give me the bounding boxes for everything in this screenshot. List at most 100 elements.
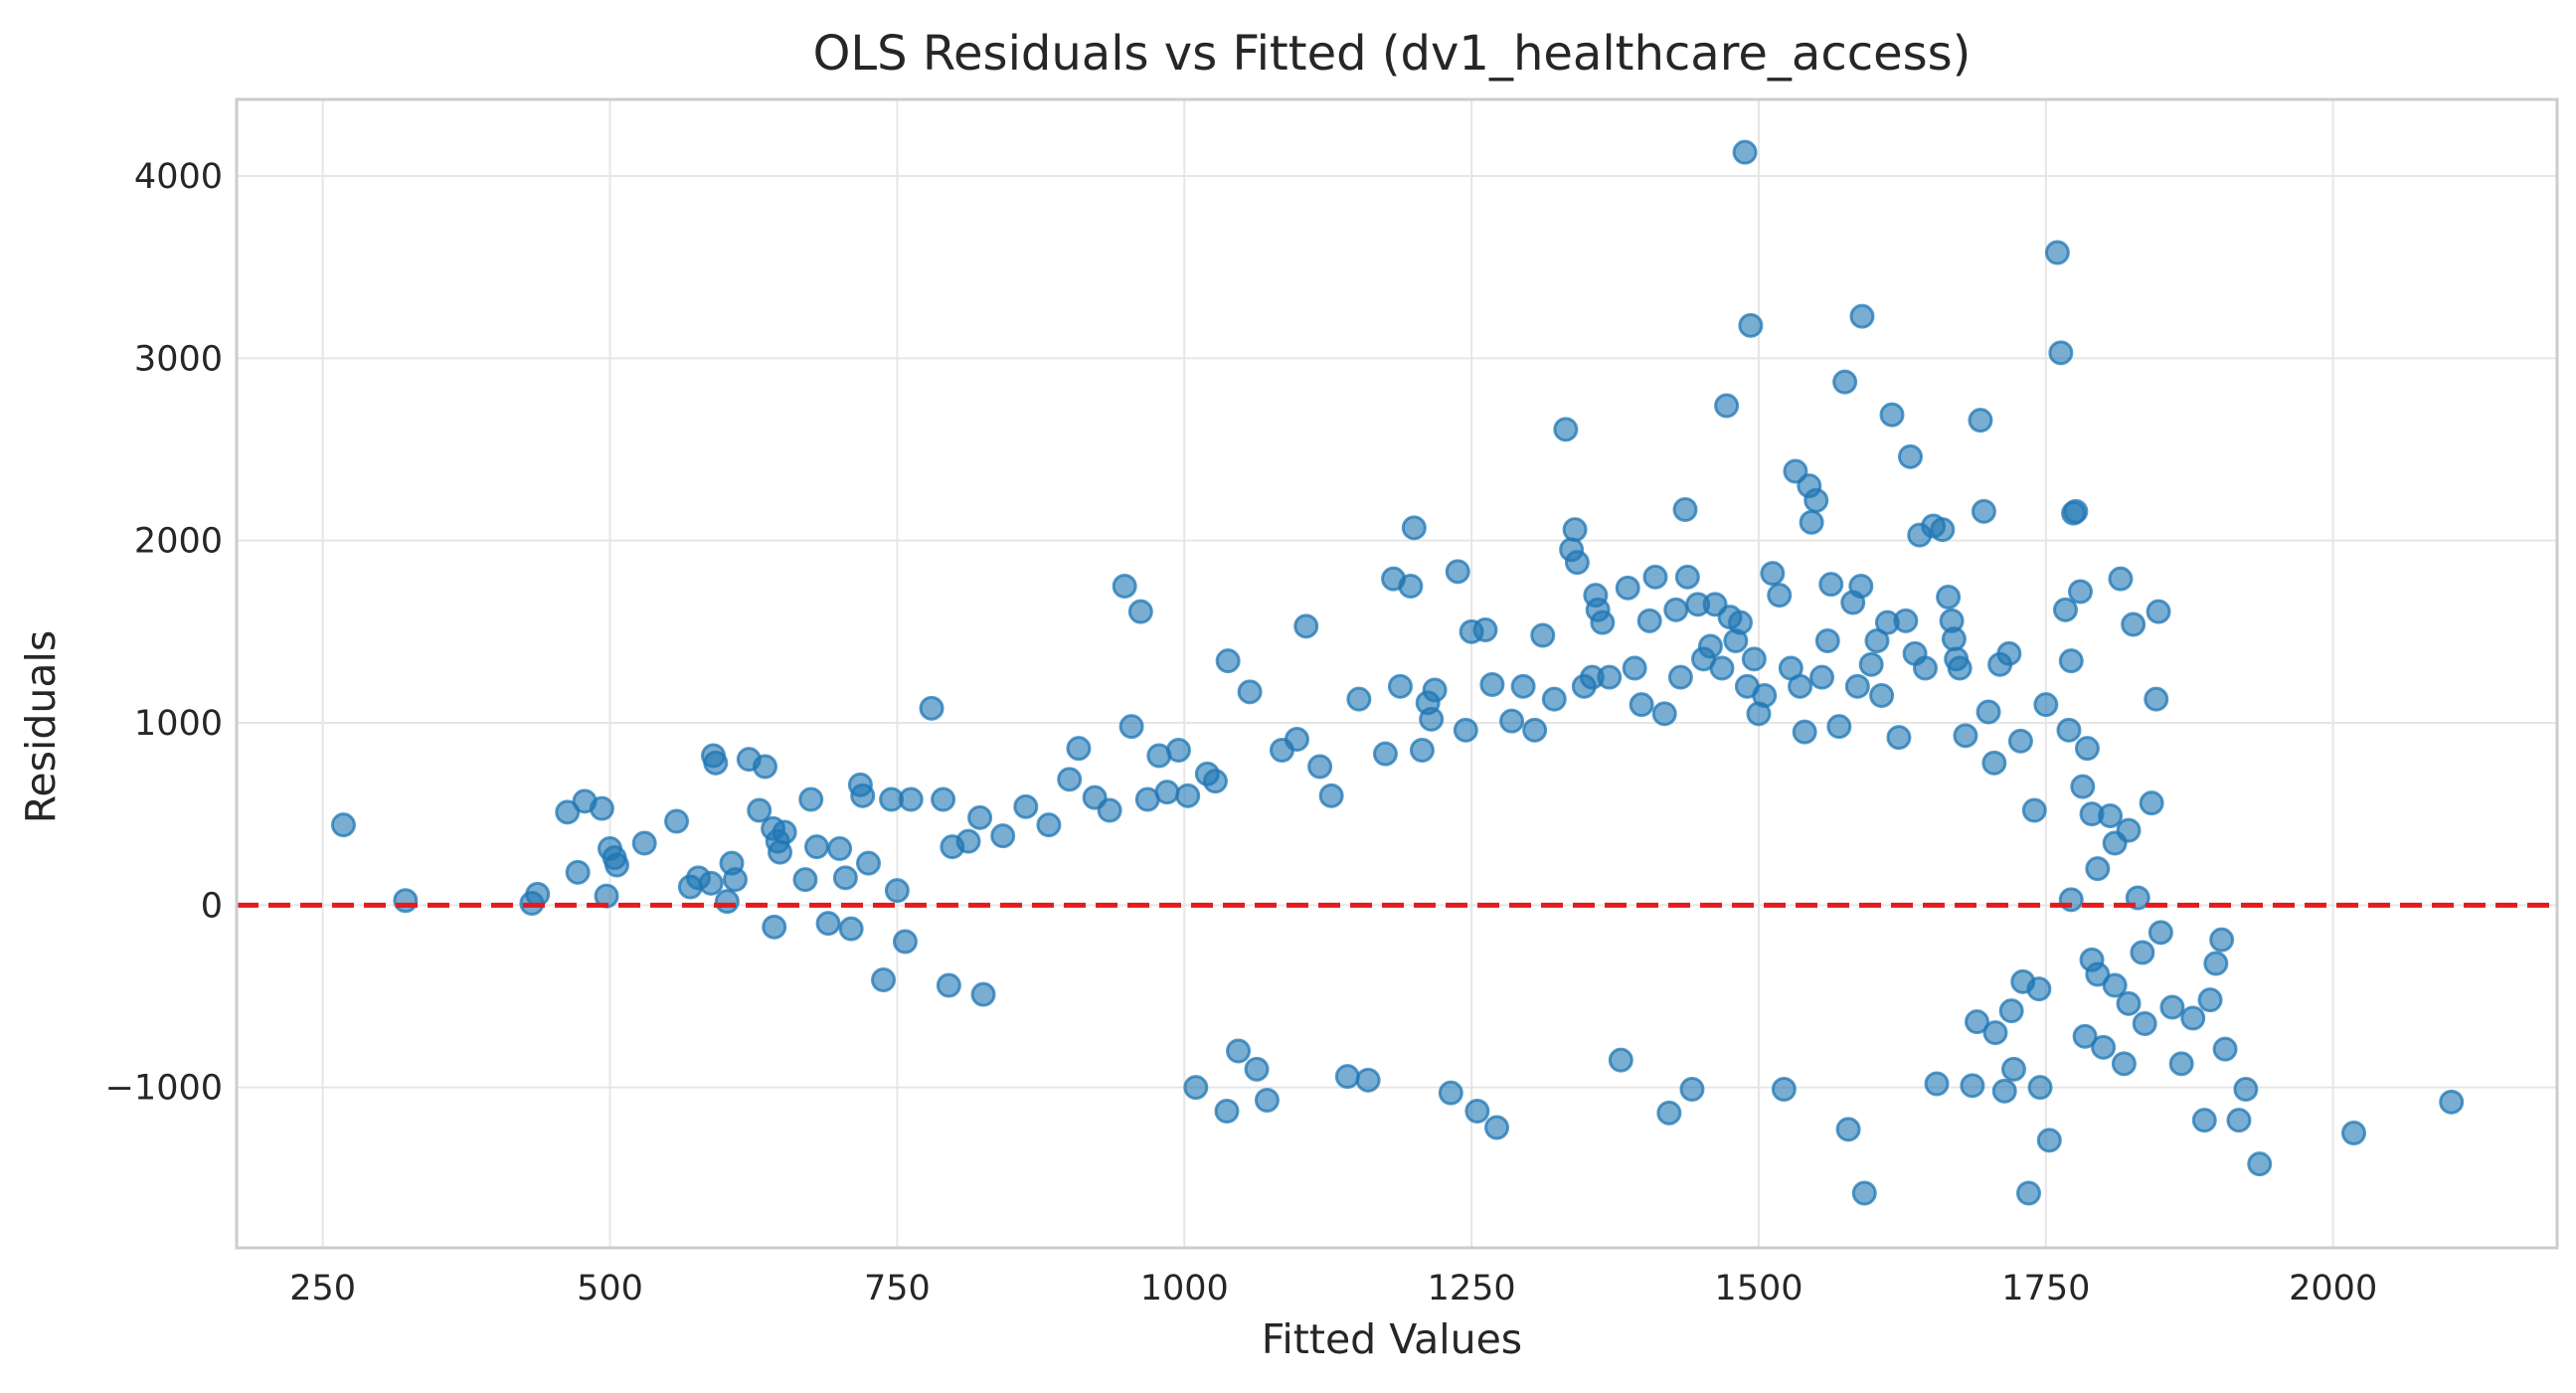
data-point [798,786,824,812]
y-axis-label: Residuals [17,630,65,824]
data-point [565,859,591,885]
data-point [1401,515,1427,541]
data-point [2091,1034,2117,1060]
data-point [1697,633,1723,659]
data-point [1438,1080,1463,1106]
data-point [1398,574,1424,599]
data-point [1998,998,2024,1024]
data-point [850,783,876,808]
data-point [2021,797,2047,823]
data-point [1118,714,1144,740]
data-point [2226,1108,2252,1133]
data-point [1464,1099,1490,1124]
data-point [2074,736,2100,762]
data-point [1924,1071,1950,1097]
data-point [1913,655,1939,681]
data-point [792,867,818,893]
data-point [1445,559,1470,585]
data-point [1886,725,1912,751]
data-point [1738,312,1764,338]
data-point [2048,340,2074,366]
data-point [1355,1067,1381,1093]
data-point [1936,585,1962,609]
data-point [1848,574,1874,599]
data-point [1154,780,1180,805]
data-point [2168,1051,2194,1077]
y-tick-label: 0 [201,886,223,926]
data-point [1066,736,1092,762]
data-point [1472,617,1498,642]
data-point [1165,738,1191,763]
data-point [1622,655,1647,681]
data-point [2180,1005,2206,1031]
data-point [2144,686,2169,712]
data-point [1409,738,1435,763]
data-point [2159,994,2185,1020]
data-point [2015,1180,2041,1206]
data-point [1965,1009,1989,1035]
data-point [747,797,773,823]
data-point [1615,575,1640,601]
data-point [1809,664,1835,690]
data-point [1826,714,1852,740]
data-point [1982,1020,2008,1046]
data-point [1760,561,1786,587]
data-point [1318,783,1344,808]
data-point [703,750,729,776]
x-tick-label: 1250 [1428,1269,1516,1308]
data-point [772,819,797,845]
data-point [1597,664,1623,690]
data-point [1202,769,1228,794]
data-point [1844,673,1870,699]
x-tick-label: 500 [577,1269,643,1308]
data-point [2033,692,2059,718]
data-point [2147,920,2173,946]
data-point [1788,673,1813,699]
data-point [1975,699,2001,725]
data-point [1346,686,1372,712]
data-point [2036,1128,2062,1153]
data-point [2063,498,2089,524]
data-point [1858,651,1884,677]
data-point [1293,613,1319,639]
data-point [2146,599,2171,624]
data-point [1244,1056,1270,1082]
x-axis-label: Fitted Values [1262,1315,1522,1363]
data-point [1792,719,1817,745]
grid-lines [237,99,2557,1248]
data-point [1941,626,1967,652]
data-point [1419,706,1445,732]
data-point [2233,1077,2259,1102]
data-point [1651,701,1677,727]
data-point [2439,1089,2465,1115]
data-point [2067,579,2093,605]
data-point [1215,648,1241,674]
data-point [1522,717,1548,743]
data-point [2085,961,2111,987]
data-point [1864,628,1890,653]
data-point [1036,812,1062,838]
data-point [1479,672,1505,697]
data-point [2111,1051,2137,1077]
data-point [1849,303,1875,329]
data-point [1553,417,1579,442]
data-point [1741,646,1767,672]
data-point [1499,708,1525,734]
data-point [1771,1077,1797,1102]
data-point [722,867,748,893]
data-point [884,878,910,904]
data-point [1636,608,1662,633]
data-point [1629,692,1654,718]
data-point [2340,1121,2366,1145]
data-point [1835,1117,1861,1142]
data-point [2191,1108,2217,1133]
data-point [1608,1047,1633,1073]
data-point [2056,717,2082,743]
y-tick-label: 3000 [134,339,223,379]
data-point [2108,566,2134,592]
data-point [990,823,1016,849]
data-point [762,914,787,940]
data-point [1752,683,1778,708]
scatter-points [330,139,2465,1206]
data-point [1127,599,1153,624]
